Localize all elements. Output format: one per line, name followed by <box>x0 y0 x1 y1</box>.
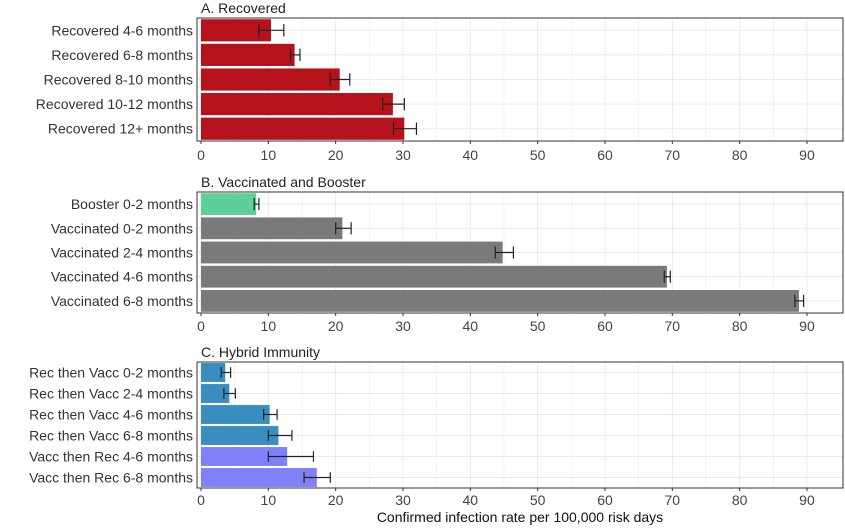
x-tick-label: 60 <box>597 492 613 508</box>
category-label: Vaccinated 0-2 months <box>51 220 193 236</box>
category-label: Vacc then Rec 6-8 months <box>29 470 193 486</box>
x-tick-label: 90 <box>799 492 815 508</box>
category-label: Vaccinated 6-8 months <box>51 293 193 309</box>
x-tick-label: 10 <box>261 492 277 508</box>
x-tick-label: 10 <box>261 147 277 163</box>
bar <box>201 468 317 487</box>
plot-border <box>196 361 844 489</box>
category-label: Recovered 6-8 months <box>51 47 193 63</box>
x-tick-label: 30 <box>395 147 411 163</box>
x-tick-label: 40 <box>463 147 479 163</box>
category-label: Vaccinated 4-6 months <box>51 269 193 285</box>
bar <box>201 93 393 116</box>
x-tick-label: 70 <box>665 147 681 163</box>
plot-border <box>196 191 844 314</box>
x-tick-label: 50 <box>530 147 546 163</box>
x-tick-label: 30 <box>395 492 411 508</box>
category-label: Booster 0-2 months <box>71 196 193 212</box>
bar <box>201 241 503 264</box>
category-label: Vaccinated 2-4 months <box>51 245 193 261</box>
category-label: Rec then Vacc 2-4 months <box>29 386 193 402</box>
x-tick-label: 80 <box>732 318 748 334</box>
bar <box>201 217 343 240</box>
x-tick-label: 0 <box>197 492 205 508</box>
x-tick-label: 40 <box>463 318 479 334</box>
x-tick-label: 80 <box>732 492 748 508</box>
bar <box>201 43 295 66</box>
x-tick-label: 60 <box>597 318 613 334</box>
x-tick-label: 50 <box>530 318 546 334</box>
x-tick-label: 70 <box>665 318 681 334</box>
category-label: Recovered 8-10 months <box>44 72 193 88</box>
bar <box>201 426 279 445</box>
x-tick-label: 70 <box>665 492 681 508</box>
x-tick-label: 20 <box>328 492 344 508</box>
x-tick-label: 0 <box>197 147 205 163</box>
x-tick-label: 20 <box>328 147 344 163</box>
bar <box>201 447 288 466</box>
bar <box>201 19 272 42</box>
x-tick-label: 50 <box>530 492 546 508</box>
category-label: Recovered 4-6 months <box>51 22 193 38</box>
x-tick-label: 0 <box>197 318 205 334</box>
bar <box>201 117 405 140</box>
x-tick-label: 40 <box>463 492 479 508</box>
x-axis-label: Confirmed infection rate per 100,000 ris… <box>377 509 663 525</box>
bar <box>201 384 230 403</box>
category-label: Recovered 12+ months <box>48 121 193 137</box>
x-tick-label: 80 <box>732 147 748 163</box>
bar <box>201 68 340 91</box>
category-label: Vacc then Rec 4-6 months <box>29 449 193 465</box>
bar <box>201 363 226 382</box>
bar <box>201 193 257 215</box>
panel-title: A. Recovered <box>201 0 286 16</box>
bar <box>201 265 667 288</box>
panel-title: B. Vaccinated and Booster <box>201 174 366 190</box>
x-tick-label: 90 <box>799 147 815 163</box>
x-tick-label: 30 <box>395 318 411 334</box>
category-label: Rec then Vacc 6-8 months <box>29 428 193 444</box>
category-label: Recovered 10-12 months <box>36 96 193 112</box>
bar <box>201 290 799 312</box>
category-label: Rec then Vacc 4-6 months <box>29 407 193 423</box>
panel-title: C. Hybrid Immunity <box>201 344 320 360</box>
x-tick-label: 10 <box>261 318 277 334</box>
x-tick-label: 90 <box>799 318 815 334</box>
category-label: Rec then Vacc 0-2 months <box>29 365 193 381</box>
x-tick-label: 60 <box>597 147 613 163</box>
bar <box>201 405 270 424</box>
x-tick-label: 20 <box>328 318 344 334</box>
plot-border <box>196 17 844 142</box>
